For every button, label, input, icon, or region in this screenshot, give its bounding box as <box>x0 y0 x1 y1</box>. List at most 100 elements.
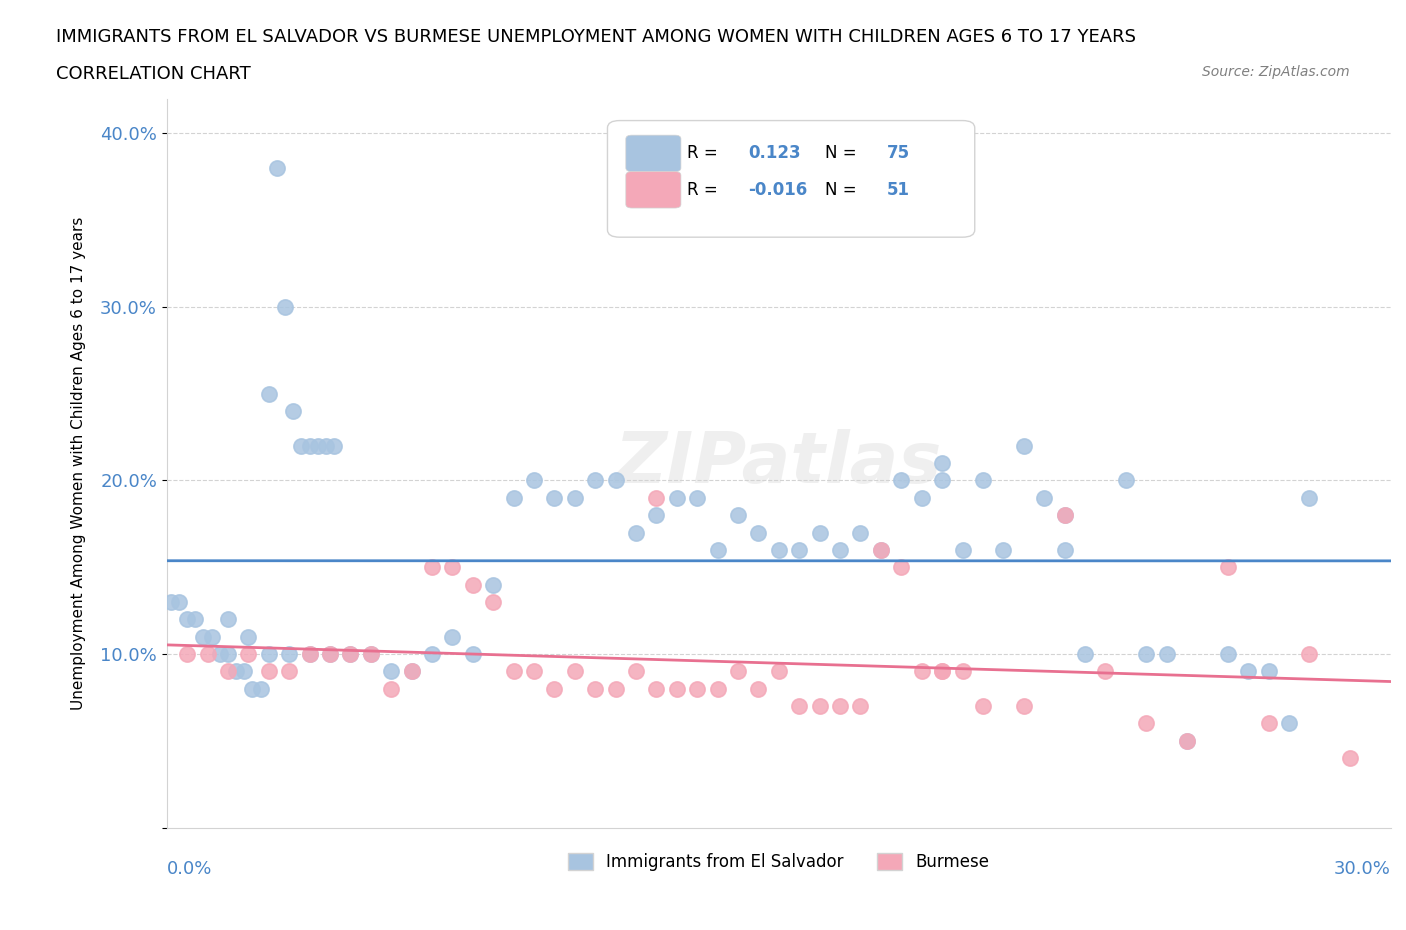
Point <box>972 698 994 713</box>
Text: Source: ZipAtlas.com: Source: ZipAtlas.com <box>1202 65 1350 79</box>
Point <box>564 490 586 505</box>
Point <box>849 525 872 540</box>
Text: IMMIGRANTS FROM EL SALVADOR VS BURMESE UNEMPLOYMENT AMONG WOMEN WITH CHILDREN AG: IMMIGRANTS FROM EL SALVADOR VS BURMESE U… <box>56 28 1136 46</box>
Point <box>1298 490 1320 505</box>
Point <box>890 473 912 488</box>
Point <box>482 578 505 592</box>
Point <box>278 646 301 661</box>
Point <box>605 473 627 488</box>
Point <box>315 438 337 453</box>
Point <box>257 386 280 401</box>
Point <box>401 664 423 679</box>
Point <box>972 473 994 488</box>
Point <box>380 682 402 697</box>
Point <box>167 594 190 609</box>
Point <box>645 490 668 505</box>
Point <box>870 542 893 557</box>
Point <box>890 560 912 575</box>
Point <box>624 525 647 540</box>
Legend: Immigrants from El Salvador, Burmese: Immigrants from El Salvador, Burmese <box>561 846 997 878</box>
Point <box>993 542 1015 557</box>
Point <box>208 646 231 661</box>
Point <box>159 594 181 609</box>
Point <box>543 682 565 697</box>
Point <box>747 682 769 697</box>
Point <box>461 646 484 661</box>
Point <box>1074 646 1097 661</box>
Point <box>176 646 198 661</box>
Text: ZIPatlas: ZIPatlas <box>616 429 942 498</box>
Point <box>249 682 271 697</box>
Text: CORRELATION CHART: CORRELATION CHART <box>56 65 252 83</box>
Point <box>482 594 505 609</box>
Point <box>1135 646 1157 661</box>
Point <box>911 490 934 505</box>
Point <box>1237 664 1260 679</box>
Point <box>502 664 524 679</box>
Point <box>1339 751 1361 765</box>
Point <box>787 542 810 557</box>
Point <box>360 646 382 661</box>
Point <box>1053 508 1076 523</box>
Point <box>184 612 207 627</box>
Point <box>217 664 239 679</box>
Point <box>1156 646 1178 661</box>
Point <box>461 578 484 592</box>
Point <box>420 560 443 575</box>
Point <box>952 542 974 557</box>
Point <box>217 646 239 661</box>
Point <box>1257 716 1279 731</box>
Point <box>624 664 647 679</box>
Point <box>1012 438 1035 453</box>
Text: -0.016: -0.016 <box>748 180 807 199</box>
Point <box>1298 646 1320 661</box>
Point <box>1053 542 1076 557</box>
Point <box>911 664 934 679</box>
Point <box>1053 508 1076 523</box>
Point <box>257 646 280 661</box>
Point <box>564 664 586 679</box>
Point <box>665 682 688 697</box>
Point <box>1115 473 1137 488</box>
Point <box>1012 698 1035 713</box>
Point <box>931 456 953 471</box>
Point <box>828 542 851 557</box>
Point <box>1033 490 1056 505</box>
Point <box>257 664 280 679</box>
Text: R =: R = <box>688 180 723 199</box>
Point <box>645 682 668 697</box>
Point <box>727 508 749 523</box>
Point <box>242 682 264 697</box>
Point <box>870 542 893 557</box>
Point <box>727 664 749 679</box>
Point <box>420 646 443 661</box>
Point <box>225 664 247 679</box>
Point <box>1216 560 1239 575</box>
Point <box>543 490 565 505</box>
Text: 0.123: 0.123 <box>748 144 801 163</box>
Point <box>931 664 953 679</box>
FancyBboxPatch shape <box>626 135 681 172</box>
Point <box>278 664 301 679</box>
Point <box>298 646 321 661</box>
Point <box>201 630 224 644</box>
Point <box>441 630 464 644</box>
Point <box>1257 664 1279 679</box>
Point <box>1175 734 1198 749</box>
Point <box>307 438 329 453</box>
Text: R =: R = <box>688 144 723 163</box>
Y-axis label: Unemployment Among Women with Children Ages 6 to 17 years: Unemployment Among Women with Children A… <box>72 217 86 710</box>
Point <box>266 161 288 176</box>
Point <box>605 682 627 697</box>
Text: N =: N = <box>825 180 862 199</box>
Point <box>686 490 709 505</box>
Point <box>523 664 546 679</box>
Point <box>290 438 312 453</box>
Point <box>401 664 423 679</box>
Point <box>1175 734 1198 749</box>
Point <box>808 698 831 713</box>
Point <box>768 664 790 679</box>
Point <box>686 682 709 697</box>
Point <box>583 682 606 697</box>
Point <box>441 560 464 575</box>
